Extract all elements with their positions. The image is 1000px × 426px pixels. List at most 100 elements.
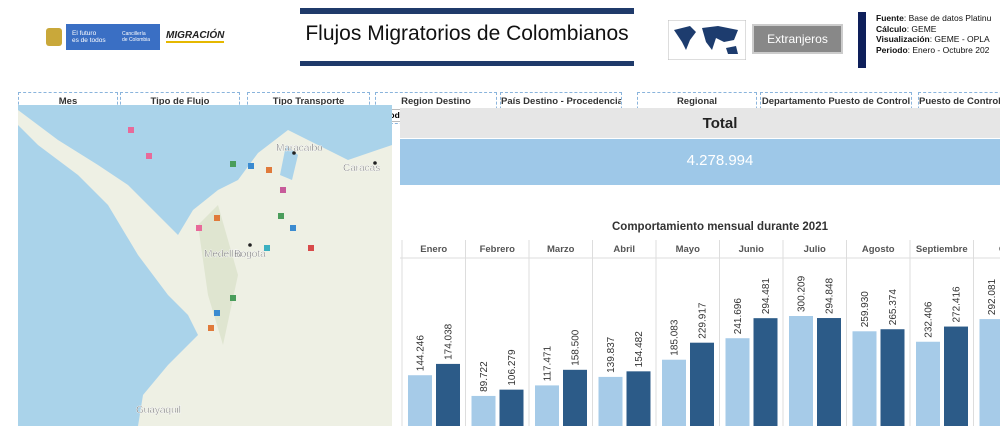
total-band <box>400 139 1000 185</box>
title-rule <box>300 61 634 66</box>
bar-value-label: 154.482 <box>634 331 645 368</box>
info-text: : GEME <box>906 23 937 34</box>
bar <box>916 341 940 426</box>
filter-label: Puesto de Control M <box>919 96 1000 107</box>
bar-value-label: 300.209 <box>797 275 808 312</box>
bar-value-label: 139.837 <box>606 336 617 373</box>
info-block: Fuente: Base de datos Platinu Cálculo: GE… <box>876 13 991 55</box>
info-text: : GEME - OPLA <box>929 34 990 44</box>
bar-value-label: 294.481 <box>761 278 772 315</box>
logo-text: El futuro <box>72 30 97 37</box>
total-header <box>400 108 1000 138</box>
bar-value-label: 89.722 <box>479 361 490 392</box>
map-icon <box>248 163 254 169</box>
month-label: Mayo <box>676 244 700 255</box>
map-icon <box>308 245 314 251</box>
bar <box>753 318 778 426</box>
bar-value-label: 232.406 <box>924 301 935 338</box>
logo-shield <box>46 28 62 46</box>
month-label: Enero <box>420 244 447 255</box>
bar-value-label: 158.500 <box>571 329 582 366</box>
map-icon <box>230 295 236 301</box>
month-label: Agosto <box>862 244 895 255</box>
bar-value-label: 292.081 <box>987 279 998 316</box>
month-label: Abril <box>613 244 635 255</box>
city-dot <box>373 161 377 165</box>
bar-value-label: 144.246 <box>416 335 427 372</box>
bar-value-label: 241.696 <box>733 298 744 335</box>
bar-value-label: 174.038 <box>444 323 455 360</box>
filter-label: Departamento Puesto de Control <box>761 96 911 107</box>
bar <box>817 318 841 426</box>
info-label: Visualización <box>876 34 930 44</box>
bar <box>408 375 432 426</box>
bar <box>690 342 714 426</box>
filter-label: País Destino - Procedencia <box>501 96 621 107</box>
page-title: Flujos Migratorios de Colombianos <box>305 22 629 45</box>
bar <box>563 369 587 426</box>
city-label: Caracas <box>343 163 380 174</box>
bar-value-label: 259.930 <box>860 291 871 328</box>
info-bar <box>858 12 866 68</box>
info-line: Periodo: Enero - Octubre 202 <box>876 45 991 56</box>
bar <box>852 331 877 426</box>
bar-value-label: 185.083 <box>670 319 681 356</box>
bar <box>789 316 813 426</box>
bar <box>471 395 496 426</box>
info-text: : Base de datos Platinu <box>903 13 992 23</box>
foreigners-button[interactable]: Extranjeros <box>752 24 843 54</box>
logo-brand: MIGRACIÓN <box>166 30 225 43</box>
map-icon <box>208 325 214 331</box>
city-dot <box>292 151 296 155</box>
total-value: 4.278.994 <box>686 152 754 169</box>
info-line: Visualización: GEME - OPLA <box>876 34 991 45</box>
map-icon <box>230 161 236 167</box>
bar <box>662 359 686 426</box>
city-label: Bogotá <box>234 249 266 260</box>
logo-text: de Colombia <box>122 37 151 43</box>
chart: Enero Febrero Marzo Abril Mayo Junio Julio Agos… <box>400 240 1000 426</box>
city-dot <box>248 243 252 247</box>
logo-text: Cancillería de Colombia <box>122 31 150 43</box>
bar <box>436 363 460 426</box>
map-icon <box>196 225 202 231</box>
logo-text: El futuro es de todos <box>72 30 106 44</box>
info-label: Periodo <box>876 44 908 55</box>
filter-label: Tipo Transporte <box>272 96 345 107</box>
map-icon <box>264 245 270 251</box>
info-label: Fuente <box>876 13 904 23</box>
title-rule <box>300 8 634 14</box>
bar-value-label: 272.416 <box>952 286 963 323</box>
info-label: Cálculo <box>876 23 907 34</box>
city-label: Medellín <box>204 249 242 260</box>
world-map <box>668 20 746 60</box>
map-icon <box>290 225 296 231</box>
bar <box>598 376 623 426</box>
month-label: Septiembre <box>916 244 968 255</box>
map-icon <box>214 215 220 221</box>
total-label: Total <box>702 115 738 132</box>
month-label: Junio <box>739 244 765 255</box>
bar <box>944 326 968 426</box>
city-label: Guayaquil <box>136 405 181 416</box>
month-label: Marzo <box>547 244 575 255</box>
logo-text: Cancillería <box>122 31 146 37</box>
bar <box>725 338 750 426</box>
chart-title: Comportamiento mensual durante 2021 <box>612 221 828 233</box>
bar-value-label: 294.848 <box>825 277 836 314</box>
bar <box>880 329 905 426</box>
month-label: Febrero <box>480 244 516 255</box>
filter-label: Region Destino <box>401 96 471 107</box>
filter-label: Tipo de Flujo <box>150 96 210 107</box>
bar <box>499 389 524 426</box>
logo-gov: El futuro es de todos Cancillería de Colom… <box>66 24 160 50</box>
bar-value-label: 229.917 <box>698 302 709 339</box>
month-label: Oc <box>999 244 1000 255</box>
map-icon <box>146 153 152 159</box>
bar-value-label: 106.279 <box>507 349 518 386</box>
filter-label: Regional <box>676 96 718 107</box>
map-icon <box>266 167 272 173</box>
